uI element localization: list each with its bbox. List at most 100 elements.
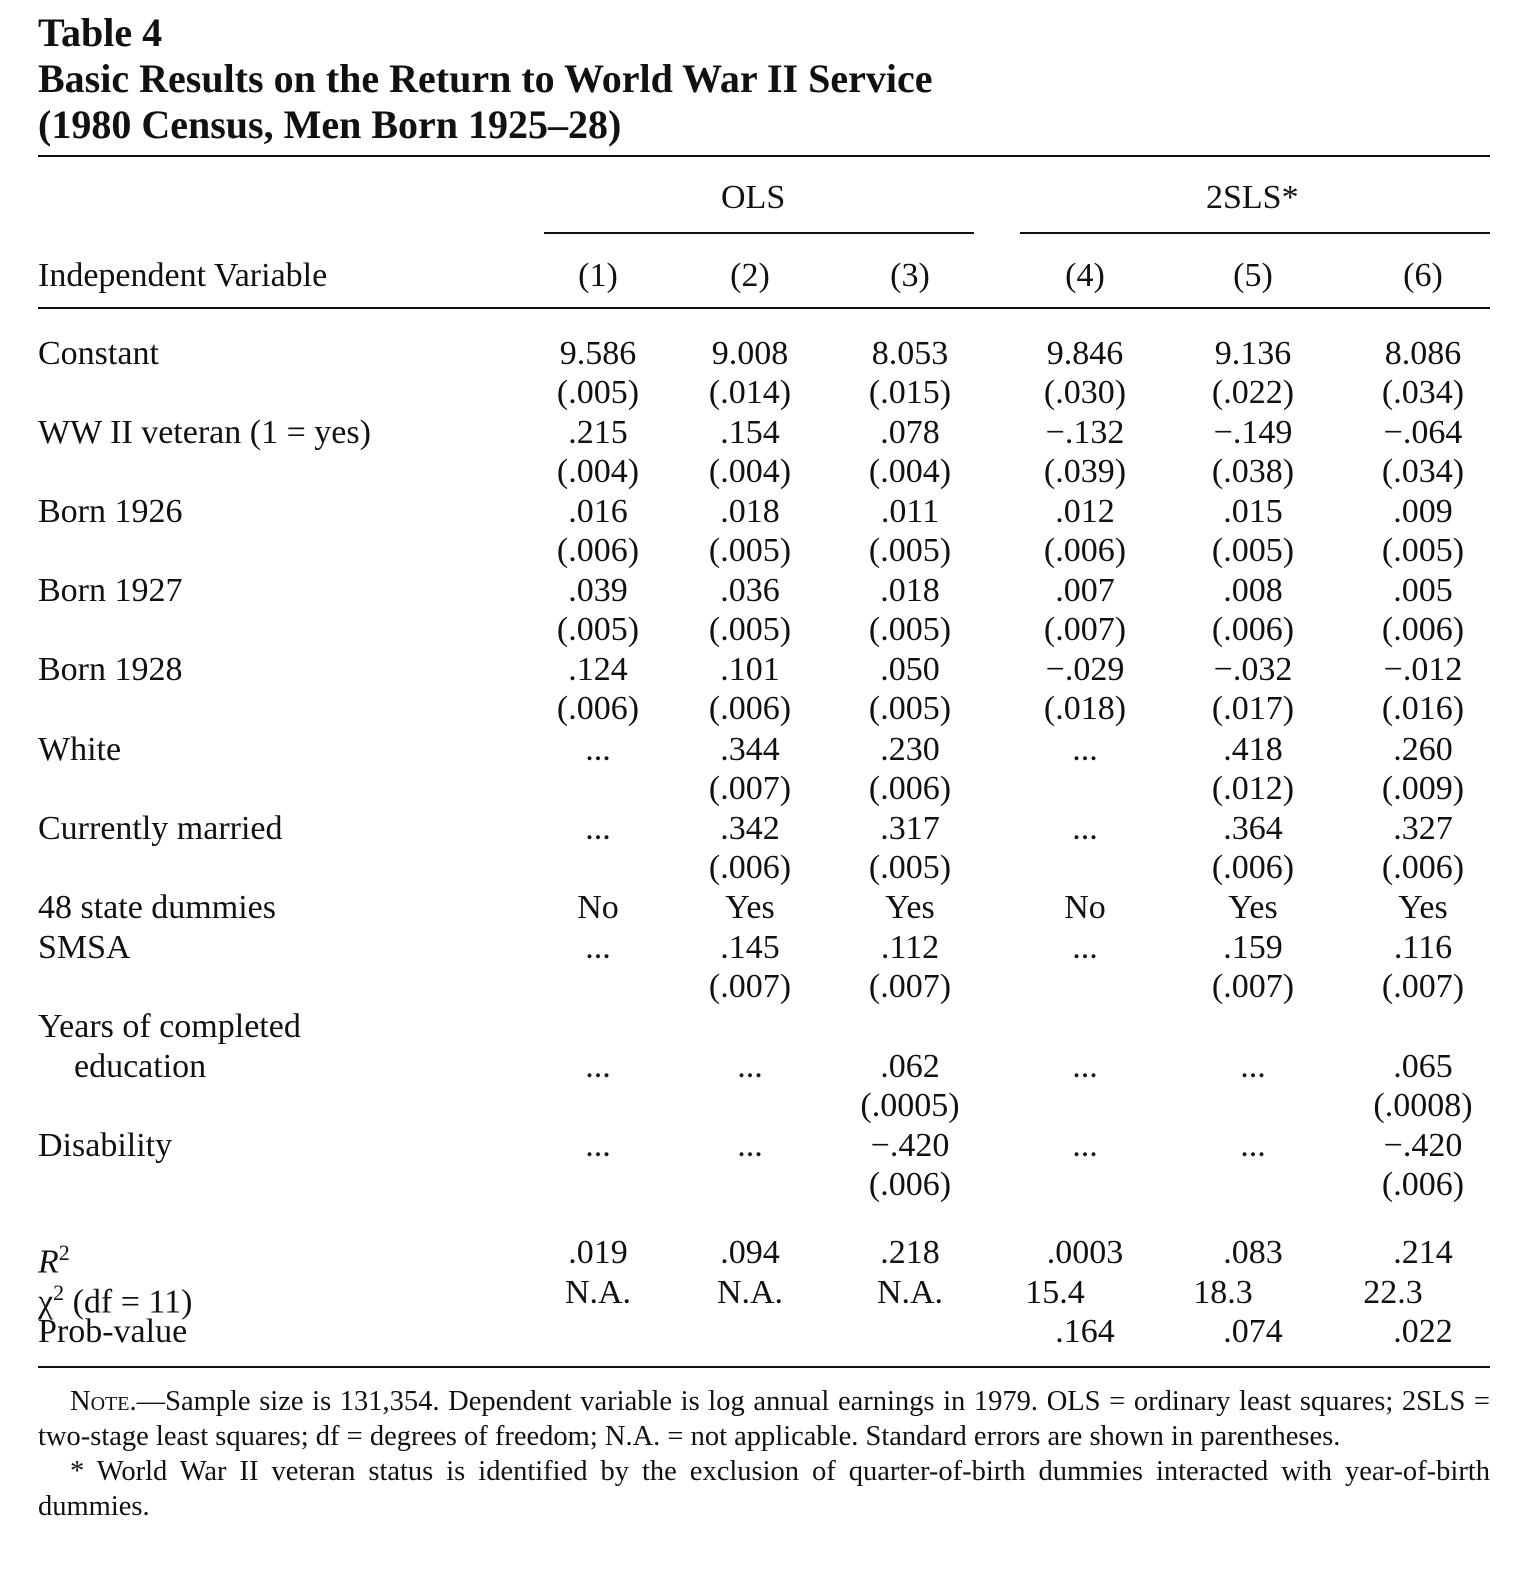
coefficient-cell: .364 bbox=[1223, 810, 1283, 847]
row-label: Born 1926 bbox=[38, 493, 183, 530]
coefficient-cell: Yes bbox=[1398, 889, 1448, 926]
top-rule bbox=[38, 155, 1490, 157]
coefficient-cell: .065 bbox=[1393, 1048, 1453, 1085]
coefficient-cell: .145 bbox=[720, 929, 780, 966]
std-error-cell: (.006) bbox=[1381, 611, 1465, 648]
coefficient-cell: ... bbox=[585, 1127, 611, 1164]
coefficient-cell: ... bbox=[585, 810, 611, 847]
footnote: * World War II veteran status is identif… bbox=[38, 1456, 1490, 1522]
stat-cell: 18.3 bbox=[1193, 1274, 1253, 1311]
coefficient-cell: .317 bbox=[880, 810, 940, 847]
stat-label-main: χ bbox=[38, 1283, 54, 1321]
stat-label: R2 bbox=[38, 1233, 70, 1282]
std-error-cell: (.016) bbox=[1381, 690, 1465, 727]
coefficient-cell: 8.053 bbox=[871, 335, 949, 372]
stub-header: Independent Variable bbox=[38, 257, 328, 294]
stat-cell: .218 bbox=[880, 1234, 940, 1271]
std-error-cell: (.005) bbox=[556, 611, 640, 648]
row-label: Born 1927 bbox=[38, 572, 183, 609]
bottom-rule bbox=[38, 1366, 1490, 1368]
coefficient-cell: −.064 bbox=[1383, 414, 1463, 451]
std-error-cell: (.034) bbox=[1381, 453, 1465, 490]
std-error-cell: (.0005) bbox=[860, 1087, 960, 1124]
coefficient-cell: .036 bbox=[720, 572, 780, 609]
std-error-cell: (.006) bbox=[1211, 611, 1295, 648]
stat-cell: N.A. bbox=[564, 1274, 632, 1311]
coefficient-cell: .112 bbox=[880, 929, 940, 966]
stat-label-main: R bbox=[38, 1243, 59, 1281]
std-error-cell: (.005) bbox=[868, 690, 952, 727]
std-error-cell: (.006) bbox=[708, 690, 792, 727]
table-notes: Note.—Sample size is 131,354. Dependent … bbox=[38, 1384, 1490, 1524]
std-error-cell: (.007) bbox=[1381, 968, 1465, 1005]
coefficient-cell: 9.008 bbox=[711, 335, 789, 372]
coefficient-cell: .078 bbox=[880, 414, 940, 451]
coefficient-cell: .050 bbox=[880, 651, 940, 688]
std-error-cell: (.006) bbox=[1381, 1166, 1465, 1203]
coefficient-cell: .062 bbox=[880, 1048, 940, 1085]
stat-cell: N.A. bbox=[716, 1274, 784, 1311]
stat-cell: .083 bbox=[1223, 1234, 1283, 1271]
stat-cell: 15.4 bbox=[1025, 1274, 1085, 1311]
superscript: 2 bbox=[58, 1240, 70, 1265]
coefficient-cell: Yes bbox=[1228, 889, 1278, 926]
stat-cell: 22.3 bbox=[1363, 1274, 1423, 1311]
std-error-cell: (.005) bbox=[1211, 532, 1295, 569]
coefficient-cell: 8.086 bbox=[1384, 335, 1462, 372]
coefficient-cell: .260 bbox=[1393, 731, 1453, 768]
row-label: Disability bbox=[38, 1127, 173, 1164]
coefficient-cell: ... bbox=[585, 1048, 611, 1085]
coefficient-cell: .215 bbox=[568, 414, 628, 451]
stat-cell: .019 bbox=[568, 1234, 628, 1271]
coefficient-cell: .011 bbox=[880, 493, 940, 530]
coefficient-cell: .018 bbox=[880, 572, 940, 609]
stat-cell: .094 bbox=[720, 1234, 780, 1271]
table-caption: Table 4 Basic Results on the Return to W… bbox=[38, 10, 932, 148]
std-error-cell: (.007) bbox=[1043, 611, 1127, 648]
row-label: WW II veteran (1 = yes) bbox=[38, 414, 371, 451]
std-error-cell: (.022) bbox=[1211, 374, 1295, 411]
coefficient-cell: ... bbox=[1072, 1048, 1098, 1085]
std-error-cell: (.039) bbox=[1043, 453, 1127, 490]
row-label: Constant bbox=[38, 335, 159, 372]
coefficient-cell: ... bbox=[1072, 731, 1098, 768]
coefficient-cell: .009 bbox=[1393, 493, 1453, 530]
coefficient-cell: −.032 bbox=[1213, 651, 1293, 688]
coefficient-cell: ... bbox=[737, 1127, 763, 1164]
std-error-cell: (.034) bbox=[1381, 374, 1465, 411]
stat-label: Prob-value bbox=[38, 1312, 187, 1352]
column-header: (5) bbox=[1233, 257, 1273, 294]
std-error-cell: (.014) bbox=[708, 374, 792, 411]
coefficient-cell: −.149 bbox=[1213, 414, 1293, 451]
std-error-cell: (.0008) bbox=[1373, 1087, 1473, 1124]
coefficient-cell: .008 bbox=[1223, 572, 1283, 609]
column-header: (2) bbox=[730, 257, 770, 294]
coefficient-cell: .154 bbox=[720, 414, 780, 451]
std-error-cell: (.006) bbox=[708, 849, 792, 886]
row-label-line1: Years of completed bbox=[38, 1008, 301, 1045]
coefficient-cell: .012 bbox=[1055, 493, 1115, 530]
note-text: —Sample size is 131,354. Dependent varia… bbox=[38, 1386, 1490, 1452]
std-error-cell: (.005) bbox=[708, 532, 792, 569]
table-title-line1: Basic Results on the Return to World War… bbox=[38, 56, 933, 101]
ols-spanner-rule bbox=[544, 232, 974, 234]
column-header: (4) bbox=[1065, 257, 1105, 294]
row-label: 48 state dummies bbox=[38, 889, 276, 926]
std-error-cell: (.017) bbox=[1211, 690, 1295, 727]
coefficient-cell: .124 bbox=[568, 651, 628, 688]
coefficient-cell: .159 bbox=[1223, 929, 1283, 966]
stat-label-rest: (df = 11) bbox=[64, 1283, 193, 1321]
coefficient-cell: −.029 bbox=[1045, 651, 1125, 688]
coefficient-cell: −.132 bbox=[1045, 414, 1125, 451]
std-error-cell: (.006) bbox=[868, 1166, 952, 1203]
superscript: 2 bbox=[53, 1280, 65, 1305]
std-error-cell: (.004) bbox=[708, 453, 792, 490]
stat-cell: N.A. bbox=[876, 1274, 944, 1311]
std-error-cell: (.038) bbox=[1211, 453, 1295, 490]
row-label: Currently married bbox=[38, 810, 283, 847]
std-error-cell: (.004) bbox=[556, 453, 640, 490]
stat-cell: .214 bbox=[1393, 1234, 1453, 1271]
coefficient-cell: ... bbox=[1240, 1048, 1266, 1085]
coefficient-cell: .327 bbox=[1393, 810, 1453, 847]
2sls-spanner-rule bbox=[1020, 232, 1490, 234]
